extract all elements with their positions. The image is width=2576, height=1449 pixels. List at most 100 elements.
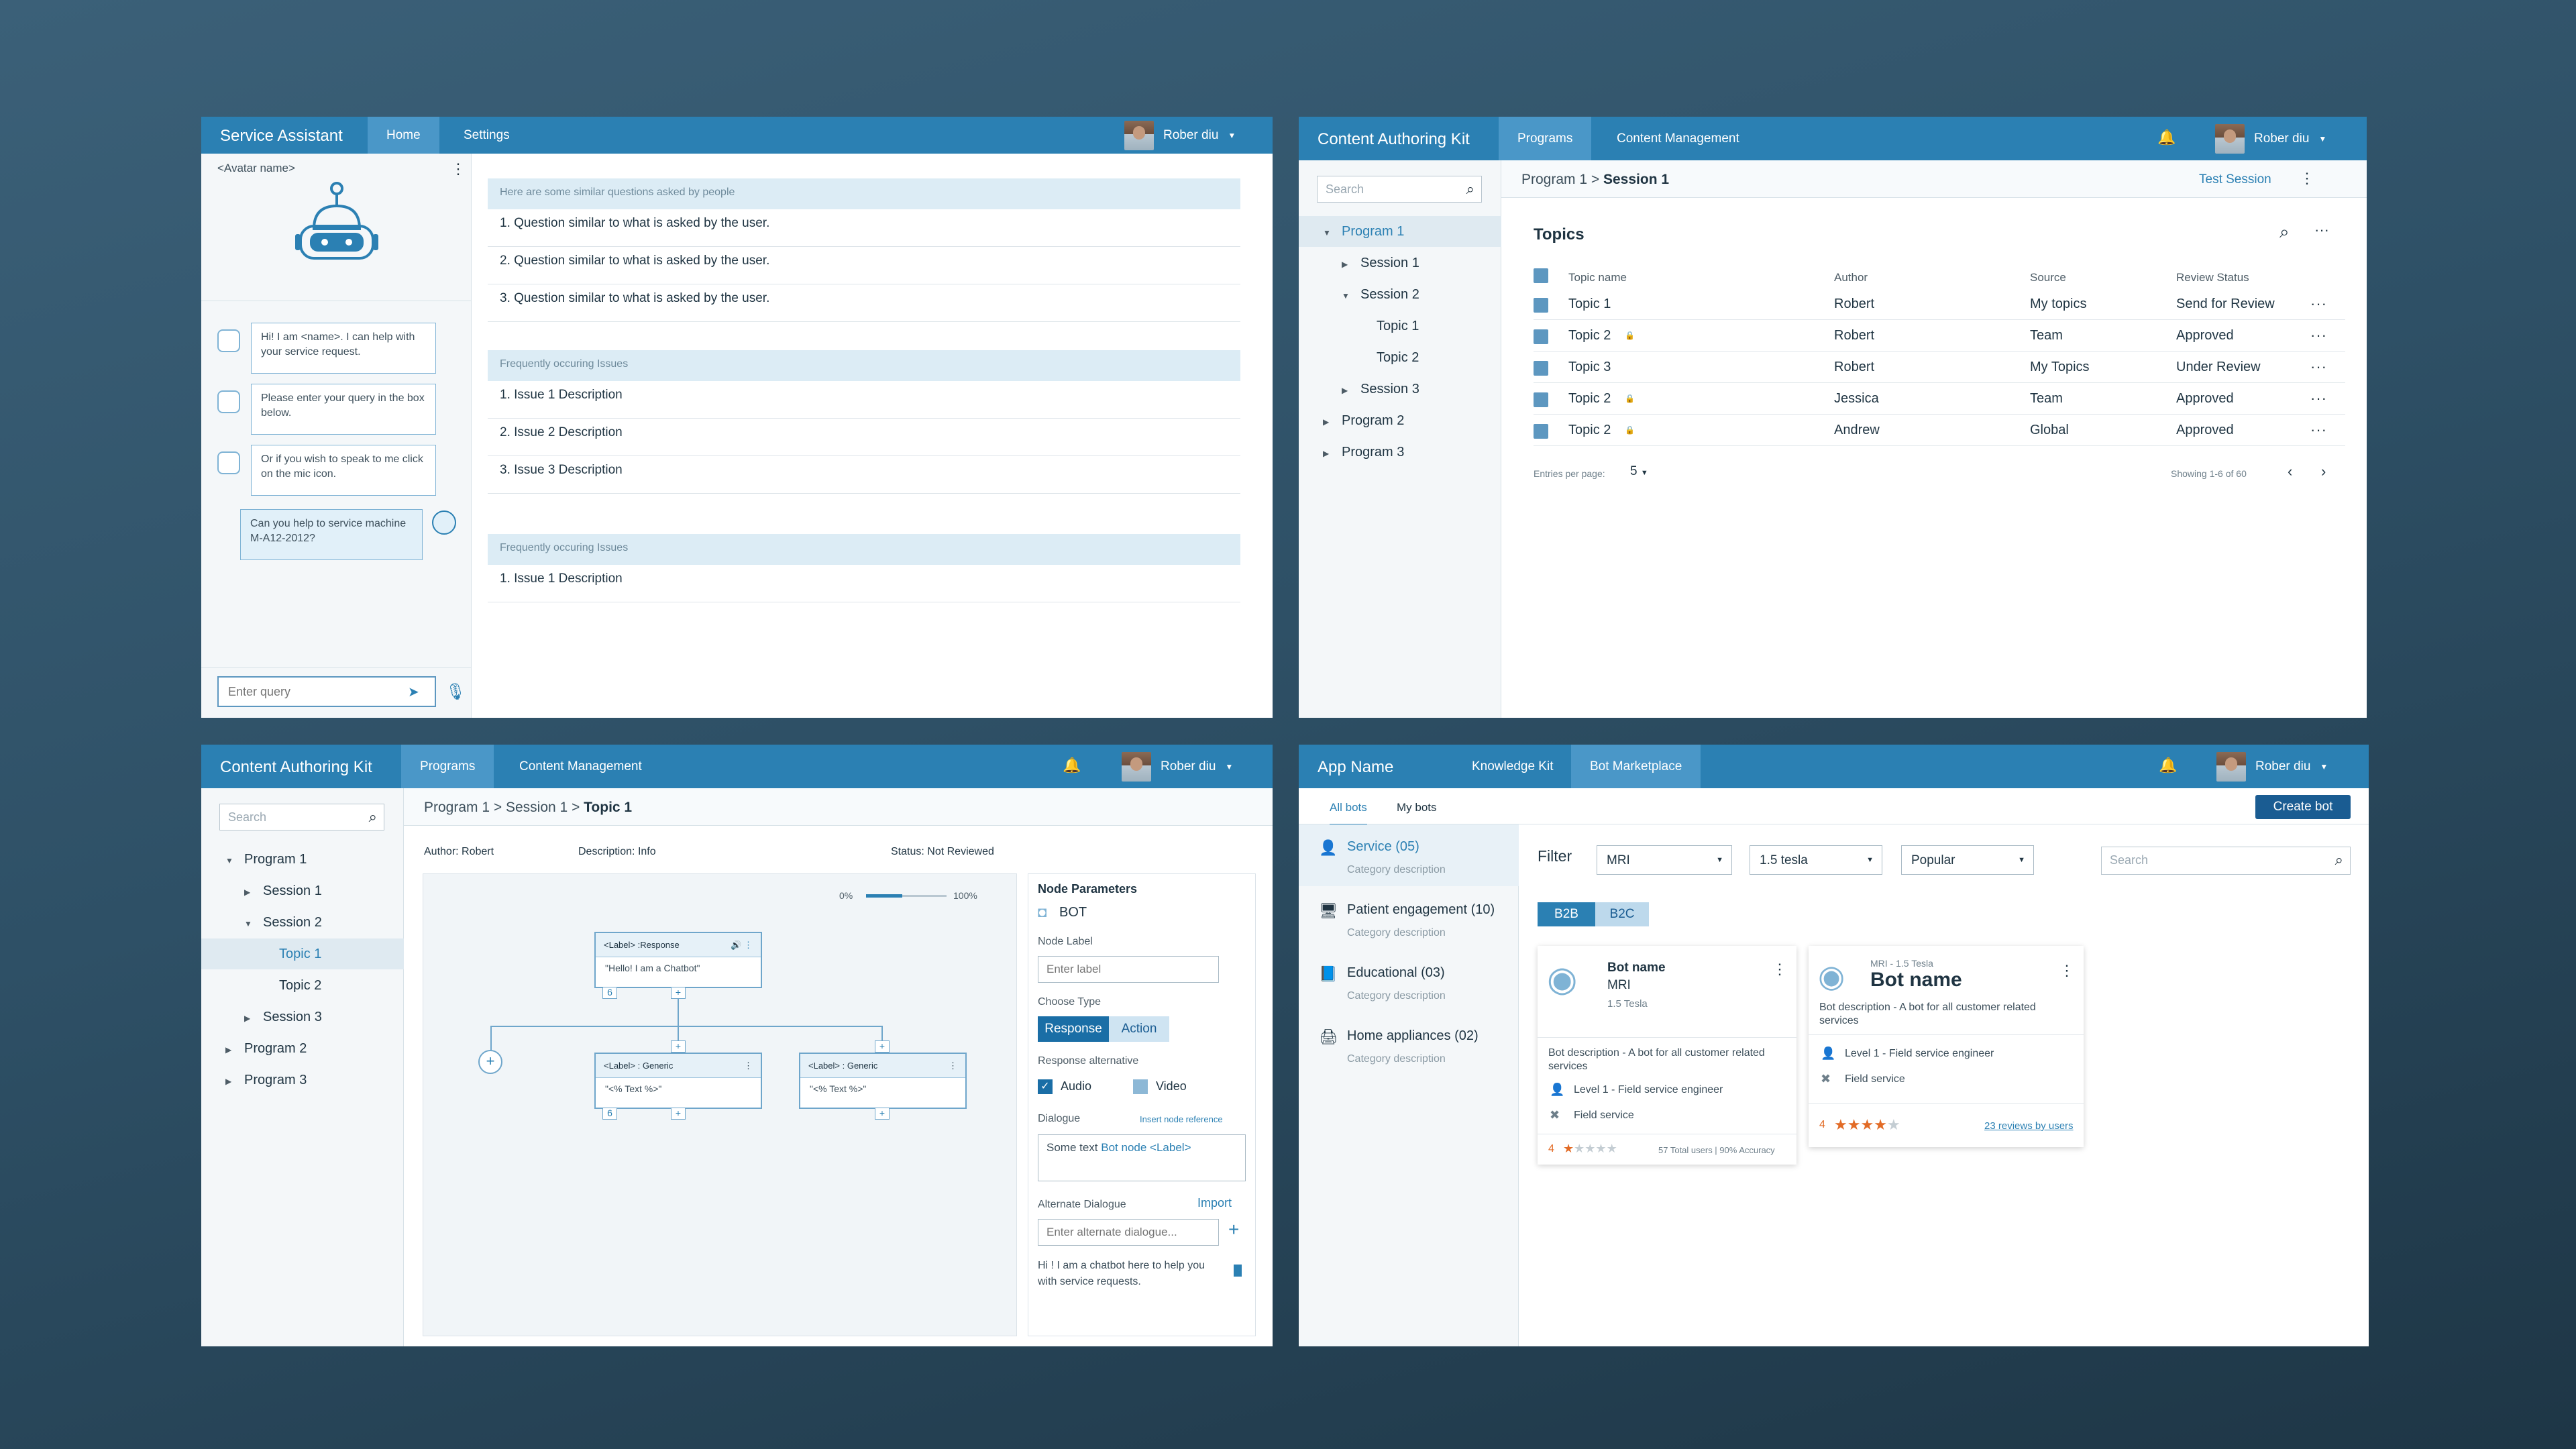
tree-program-2[interactable]: ▶ Program 2 <box>1323 413 1405 428</box>
tab-content-management[interactable]: Content Management <box>519 759 642 773</box>
search-input[interactable]: Search ⌕ <box>2101 847 2351 875</box>
flow-canvas[interactable]: 0% 100% <Label> :Response 🔊 ⋮ "Hello! I a… <box>423 873 1017 1336</box>
mic-icon[interactable]: 🎙 <box>445 683 466 701</box>
bell-icon[interactable]: 🔔 <box>2157 129 2176 146</box>
row-checkbox[interactable] <box>1534 424 1548 439</box>
user-menu[interactable]: Rober diu ▼ <box>2216 745 2328 788</box>
add-node-port[interactable]: + <box>671 1040 686 1053</box>
add-branch-button[interactable]: + <box>478 1050 502 1074</box>
more-horizontal-icon[interactable]: ··· <box>2314 221 2329 238</box>
tree-session-2[interactable]: ▼ Session 2 <box>1342 287 1419 302</box>
search-input[interactable]: Search ⌕ <box>1317 176 1482 203</box>
topic-name[interactable]: Topic 2 <box>1568 328 1611 343</box>
more-icon[interactable]: ⋮ <box>949 1061 957 1071</box>
tab-home[interactable]: Home <box>368 117 439 154</box>
audio-checkbox[interactable]: ✓ <box>1038 1079 1053 1094</box>
insert-node-reference-link[interactable]: Insert node reference <box>1140 1114 1223 1124</box>
more-horizontal-icon[interactable]: ··· <box>2310 327 2327 343</box>
more-icon[interactable]: ⋮ <box>1772 961 1787 977</box>
topic-review-status[interactable]: Send for Review <box>2176 297 2275 311</box>
generic-node[interactable]: <Label> : Generic ⋮ "<% Text %>" <box>594 1053 762 1109</box>
entries-per-page-select[interactable]: 5 ▼ <box>1630 464 1648 478</box>
add-node-port[interactable]: + <box>875 1040 890 1053</box>
tree-topic-2[interactable]: Topic 2 <box>1377 350 1419 365</box>
column-header[interactable]: Source <box>2030 271 2066 284</box>
column-header[interactable]: Topic name <box>1568 271 1627 284</box>
type-action-button[interactable]: Action <box>1109 1016 1169 1042</box>
filter-field-strength-dropdown[interactable]: 1.5 tesla ▼ <box>1750 845 1882 875</box>
segment-b2b[interactable]: B2B <box>1538 902 1595 926</box>
video-checkbox[interactable] <box>1133 1079 1148 1094</box>
more-icon[interactable]: ⋮ <box>2300 170 2314 186</box>
more-horizontal-icon[interactable]: ··· <box>2310 295 2327 312</box>
generic-node[interactable]: <Label> : Generic ⋮ "<% Text %>" <box>799 1053 967 1109</box>
tab-content-management[interactable]: Content Management <box>1617 131 1739 146</box>
category-patient-engagement[interactable]: Patient engagement (10) Category descript… <box>1347 902 1495 938</box>
tree-session-1[interactable]: ▶ Session 1 <box>244 883 322 898</box>
import-link[interactable]: Import <box>1197 1196 1232 1210</box>
bell-icon[interactable]: 🔔 <box>1063 757 1081 773</box>
similar-question[interactable]: 3. Question similar to what is asked by … <box>488 284 1240 322</box>
user-menu[interactable]: Rober diu ▼ <box>2215 117 2326 160</box>
tree-topic-1[interactable]: Topic 1 <box>279 947 322 961</box>
node-label-input[interactable] <box>1038 956 1219 983</box>
more-horizontal-icon[interactable]: ··· <box>2310 358 2327 375</box>
issue-item[interactable]: 2. Issue 2 Description <box>488 419 1240 456</box>
issue-item[interactable]: 1. Issue 1 Description <box>488 381 1240 419</box>
speaker-icon[interactable]: 🔊 ⋮ <box>731 940 753 950</box>
add-node-port[interactable]: + <box>875 1108 890 1120</box>
topic-name[interactable]: Topic 2 <box>1568 391 1611 406</box>
chevron-right-icon[interactable]: › <box>2321 463 2326 480</box>
filter-modality-dropdown[interactable]: MRI ▼ <box>1597 845 1732 875</box>
create-bot-button[interactable]: Create bot <box>2255 795 2351 819</box>
add-icon[interactable]: + <box>1228 1219 1240 1240</box>
sort-dropdown[interactable]: Popular ▼ <box>1901 845 2034 875</box>
topic-name[interactable]: Topic 2 <box>1568 423 1611 437</box>
delete-icon[interactable] <box>1234 1265 1242 1277</box>
row-checkbox[interactable] <box>1534 392 1548 407</box>
tab-my-bots[interactable]: My bots <box>1397 801 1437 814</box>
similar-question[interactable]: 2. Question similar to what is asked by … <box>488 247 1240 284</box>
search-icon[interactable]: ⌕ <box>2279 221 2290 241</box>
tree-session-2[interactable]: ▼ Session 2 <box>244 915 322 930</box>
row-checkbox[interactable] <box>1534 329 1548 344</box>
alternate-dialogue-input[interactable] <box>1038 1219 1219 1246</box>
more-icon[interactable]: ⋮ <box>451 160 466 177</box>
zoom-slider-track[interactable] <box>866 894 947 898</box>
more-horizontal-icon[interactable]: ··· <box>2310 421 2327 438</box>
segment-b2c[interactable]: B2C <box>1595 902 1649 926</box>
topic-name[interactable]: Topic 1 <box>1568 297 1611 311</box>
more-icon[interactable]: ⋮ <box>744 1061 753 1071</box>
tab-all-bots[interactable]: All bots <box>1330 801 1367 826</box>
issue-item[interactable]: 1. Issue 1 Description <box>488 565 1240 602</box>
search-input[interactable]: Search ⌕ <box>219 804 384 830</box>
query-input[interactable] <box>217 676 436 707</box>
tree-program-3[interactable]: ▶ Program 3 <box>225 1073 307 1087</box>
tree-topic-1[interactable]: Topic 1 <box>1377 319 1419 333</box>
tree-program-1[interactable]: ▼ Program 1 <box>1323 224 1405 239</box>
more-horizontal-icon[interactable]: ··· <box>2310 390 2327 407</box>
tab-programs[interactable]: Programs <box>1499 117 1592 160</box>
issue-item[interactable]: 3. Issue 3 Description <box>488 456 1240 494</box>
tree-session-1[interactable]: ▶ Session 1 <box>1342 256 1419 270</box>
column-header[interactable]: Author <box>1834 271 1868 284</box>
row-checkbox[interactable] <box>1534 361 1548 376</box>
tree-session-3[interactable]: ▶ Session 3 <box>244 1010 322 1024</box>
send-icon[interactable]: ➤ <box>408 685 419 700</box>
column-header[interactable]: Review Status <box>2176 271 2249 284</box>
category-service[interactable]: Service (05) Category description <box>1347 839 1446 875</box>
response-node[interactable]: <Label> :Response 🔊 ⋮ "Hello! I am a Chat… <box>594 932 762 988</box>
row-checkbox[interactable] <box>1534 298 1548 313</box>
user-menu[interactable]: Rober diu ▼ <box>1124 117 1236 154</box>
tree-program-2[interactable]: ▶ Program 2 <box>225 1041 307 1056</box>
dialogue-textarea[interactable]: Some text Bot node <Label> <box>1038 1134 1246 1181</box>
chevron-left-icon[interactable]: ‹ <box>2288 463 2293 480</box>
tab-bot-marketplace[interactable]: Bot Marketplace <box>1571 745 1701 788</box>
bot-card[interactable]: ◉ MRI - 1.5 Tesla Bot name ⋮ Bot descrip… <box>1809 946 2084 1147</box>
category-home-appliances[interactable]: Home appliances (02) Category description <box>1347 1028 1479 1065</box>
bot-card[interactable]: ◉ Bot name MRI 1.5 Tesla ⋮ Bot descripti… <box>1538 946 1796 1165</box>
similar-question[interactable]: 1. Question similar to what is asked by … <box>488 209 1240 247</box>
node-port[interactable]: 6 <box>602 987 617 999</box>
user-menu[interactable]: Rober diu ▼ <box>1122 745 1233 788</box>
node-port[interactable]: 6 <box>602 1108 617 1120</box>
